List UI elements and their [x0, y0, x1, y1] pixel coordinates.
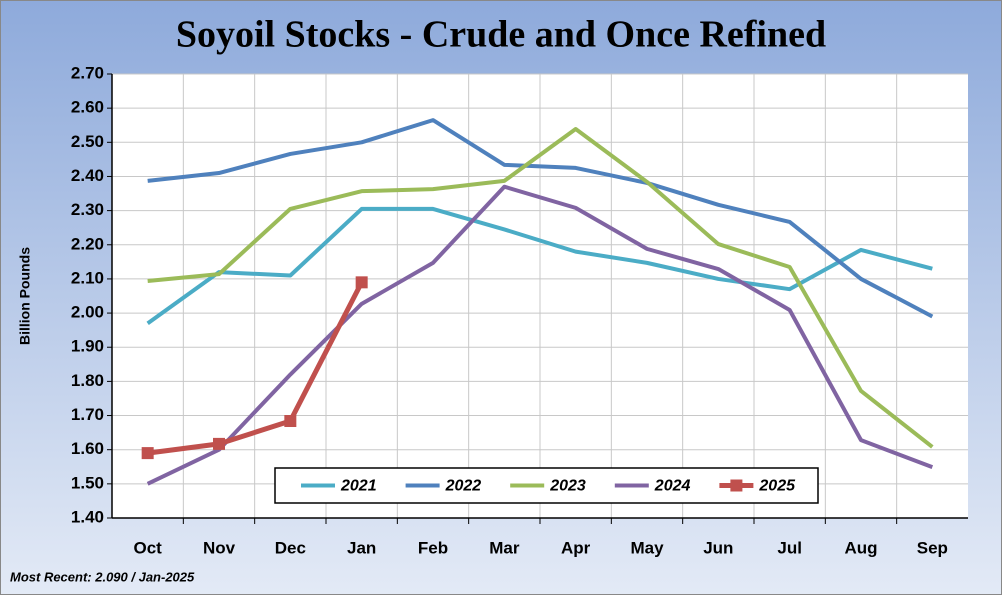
y-tick-label: 2.20	[71, 234, 104, 253]
legend-label: 2025	[758, 478, 796, 495]
series-line	[147, 118, 934, 319]
y-axis-label: Billion Pounds	[17, 247, 33, 345]
x-tick-label: Nov	[203, 538, 236, 557]
x-tick-label: May	[630, 538, 664, 557]
note: Most Recent: 2.090 / Jan-2025	[10, 569, 195, 584]
series-line	[147, 281, 364, 456]
y-tick-label: 1.60	[71, 439, 104, 458]
x-tick-label: Jan	[347, 538, 376, 557]
marker	[355, 276, 368, 289]
y-tick-label: 2.30	[71, 200, 104, 219]
legend: 2021 2022 2023 2024 2025	[274, 467, 819, 504]
y-tick-label: 2.40	[71, 166, 104, 185]
y-tick-label: 1.40	[71, 507, 104, 526]
y-tick-label: 2.50	[71, 132, 104, 151]
x-tick-label: Mar	[489, 538, 520, 557]
x-tick-label: Dec	[275, 538, 306, 557]
x-tick-label: Aug	[844, 538, 877, 557]
x-tick-label: Jul	[777, 538, 802, 557]
y-tick-label: 1.50	[71, 473, 104, 492]
marker	[213, 437, 225, 450]
legend-label: 2023	[549, 478, 586, 495]
y-tick-label: 1.80	[71, 371, 104, 390]
x-tick-label: Apr	[561, 538, 591, 557]
x-tick-label: Jun	[703, 538, 733, 557]
marker	[141, 447, 154, 460]
y-tick-label: 2.10	[71, 268, 104, 287]
y-tick-label: 2.00	[71, 303, 104, 322]
y-tick-label: 1.70	[71, 405, 104, 424]
y-tick-label: 2.60	[71, 98, 104, 117]
series-line	[146, 206, 933, 325]
legend-marker	[730, 479, 743, 492]
marker	[284, 415, 297, 428]
x-tick-label: Sep	[917, 538, 948, 557]
legend-label: 2021	[340, 478, 377, 495]
x-tick-label: Feb	[418, 538, 448, 557]
x-tick-label: Oct	[133, 538, 162, 557]
legend-label: 2024	[654, 478, 691, 495]
series-line	[147, 126, 934, 449]
legend-label: 2022	[445, 478, 482, 495]
y-tick-label: 1.90	[71, 337, 104, 356]
series-line	[146, 184, 934, 486]
chart-title: Soyoil Stocks - Crude and Once Refined	[176, 14, 826, 56]
y-tick-label: 2.70	[71, 63, 104, 82]
